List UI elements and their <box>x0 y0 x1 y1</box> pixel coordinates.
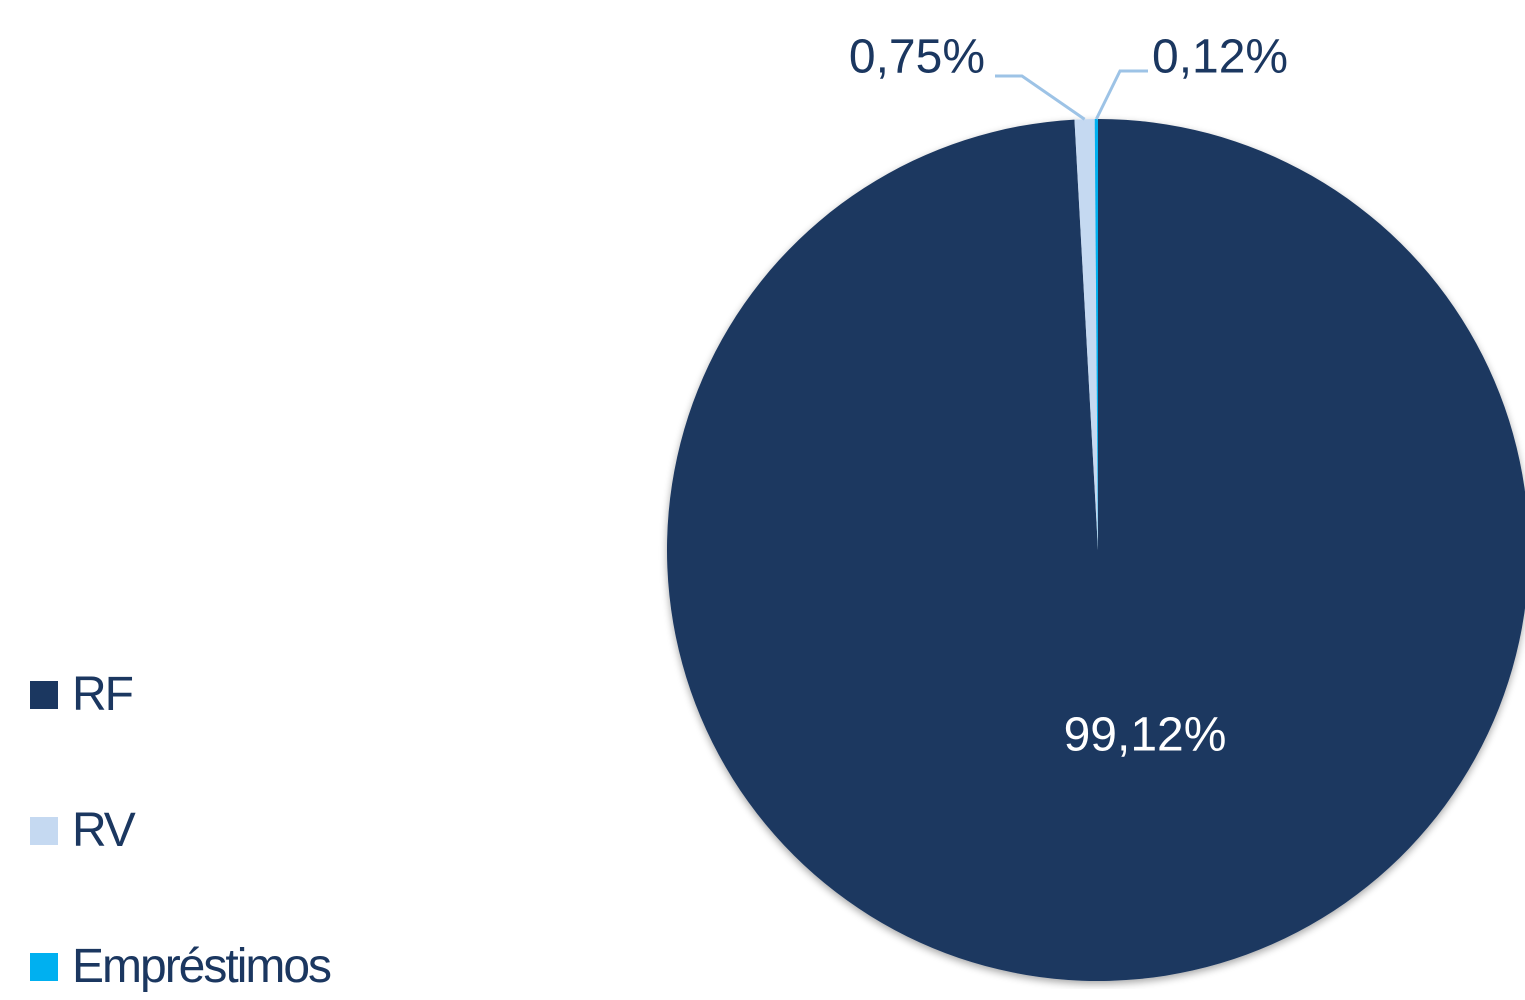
leader-line-emprestimos <box>1095 69 1148 120</box>
legend-swatch-rv <box>30 817 58 845</box>
slice-rv[interactable] <box>1074 119 1098 550</box>
legend-swatch-rf <box>30 681 58 709</box>
data-label-rf: 99,12% <box>1064 709 1227 762</box>
legend: RF RV Empréstimos <box>30 662 430 1000</box>
leader-line-rv <box>995 74 1086 121</box>
pie-slices <box>667 119 1525 981</box>
legend-label-rf: RF <box>72 668 134 721</box>
legend-item-emprestimos[interactable]: Empréstimos <box>30 934 430 1000</box>
slice-rf[interactable] <box>667 119 1525 981</box>
legend-item-rv[interactable]: RV <box>30 798 430 864</box>
leader-lines <box>995 69 1148 121</box>
data-labels: 99,12% 0,75% 0,12% <box>849 31 1288 762</box>
legend-item-rf[interactable]: RF <box>30 662 430 728</box>
legend-swatch-emprestimos <box>30 953 58 981</box>
legend-label-emprestimos: Empréstimos <box>72 940 332 993</box>
data-label-emprestimos: 0,12% <box>1152 31 1288 84</box>
slice-emprestimos[interactable] <box>1094 119 1098 550</box>
legend-label-rv: RV <box>72 804 136 857</box>
data-label-rv: 0,75% <box>849 31 985 84</box>
